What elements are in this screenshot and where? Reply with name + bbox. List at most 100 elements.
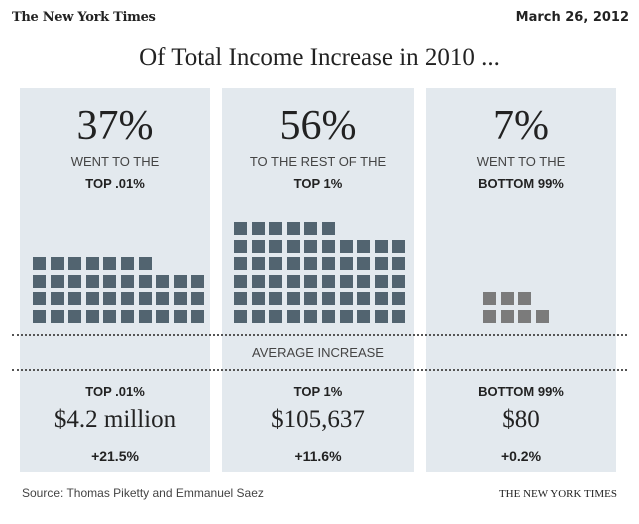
waffle-square [286, 222, 300, 235]
waffle-square [339, 257, 353, 271]
waffle-square [33, 292, 46, 306]
waffle-grid [222, 88, 414, 472]
average-increase-label: AVERAGE INCREASE [252, 345, 384, 360]
waffle-square [50, 292, 64, 306]
chart-title: Of Total Income Increase in 2010 ... [139, 44, 500, 71]
waffle-square [121, 292, 134, 306]
waffle-square [357, 292, 371, 306]
change-value: +21.5% [91, 448, 139, 464]
waffle-square [50, 274, 64, 288]
waffle-square [33, 257, 46, 271]
waffle-square [392, 257, 406, 271]
waffle-square [339, 239, 353, 253]
waffle-square [68, 274, 82, 288]
label-line2: TOP 1% [293, 176, 343, 191]
waffle-square [304, 239, 318, 253]
waffle-square [304, 222, 318, 235]
waffle-square [68, 310, 82, 323]
waffle-square [103, 274, 117, 288]
waffle-square [121, 310, 134, 323]
label-line1: WENT TO THE [70, 154, 160, 169]
waffle-square [251, 222, 265, 235]
label-line1: TO THE REST OF THE [249, 154, 387, 169]
waffle-square [33, 310, 46, 323]
waffle-square [304, 292, 318, 306]
waffle-square [50, 257, 64, 271]
average-value: $4.2 million [53, 406, 177, 433]
waffle-square [322, 274, 335, 288]
source-note: Source: Thomas Piketty and Emmanuel Saez [22, 486, 264, 500]
group-label: TOP 1% [293, 384, 343, 399]
waffle-square [374, 239, 388, 253]
label-line2: TOP .01% [85, 176, 145, 191]
waffle-square [286, 310, 300, 323]
waffle-square [251, 292, 265, 306]
waffle-square [121, 274, 134, 288]
waffle-square [374, 274, 388, 288]
waffle-square [33, 274, 46, 288]
divider-dotted [12, 369, 627, 371]
waffle-square [322, 239, 335, 253]
waffle-square [322, 257, 335, 271]
waffle-square [68, 257, 82, 271]
waffle-grid [426, 88, 616, 472]
waffle-square [251, 239, 265, 253]
waffle-square [339, 310, 353, 323]
waffle-square [500, 310, 514, 323]
waffle-square [322, 310, 335, 323]
waffle-square [304, 257, 318, 271]
waffle-square [286, 292, 300, 306]
waffle-square [191, 292, 205, 306]
waffle-square [518, 310, 532, 323]
waffle-square [518, 292, 532, 306]
waffle-square [483, 292, 496, 306]
waffle-square [103, 292, 117, 306]
waffle-square [339, 292, 353, 306]
waffle-square [269, 222, 283, 235]
waffle-square [304, 274, 318, 288]
waffle-square [103, 257, 117, 271]
waffle-square [357, 274, 371, 288]
group-label: BOTTOM 99% [478, 384, 564, 399]
waffle-square [392, 239, 406, 253]
waffle-square [103, 310, 117, 323]
waffle-square [269, 257, 283, 271]
waffle-square [286, 274, 300, 288]
percent: 56% [279, 103, 357, 149]
average-value: $80 [502, 406, 540, 433]
waffle-square [374, 310, 388, 323]
waffle-square [269, 292, 283, 306]
waffle-square [173, 274, 187, 288]
waffle-square [392, 292, 406, 306]
waffle-square [392, 274, 406, 288]
waffle-square [85, 274, 99, 288]
waffle-square [304, 310, 318, 323]
waffle-square [392, 310, 406, 323]
waffle-square [483, 310, 496, 323]
panel-bottom-99: 7% WENT TO THE BOTTOM 99% BOTTOM 99% $80… [426, 88, 616, 472]
waffle-square [251, 257, 265, 271]
waffle-square [191, 274, 205, 288]
waffle-square [269, 274, 283, 288]
waffle-square [156, 310, 170, 323]
waffle-square [269, 239, 283, 253]
waffle-square [374, 257, 388, 271]
waffle-square [251, 274, 265, 288]
waffle-square [173, 292, 187, 306]
divider-dotted [12, 334, 627, 336]
average-value: $105,637 [271, 406, 365, 433]
waffle-square [286, 257, 300, 271]
waffle-square [234, 292, 247, 306]
percent: 7% [493, 103, 549, 149]
waffle-square [357, 239, 371, 253]
group-label: TOP .01% [85, 384, 145, 399]
waffle-square [191, 310, 205, 323]
waffle-square [138, 310, 152, 323]
waffle-square [357, 257, 371, 271]
date: March 26, 2012 [515, 10, 629, 25]
waffle-square [85, 292, 99, 306]
change-value: +0.2% [500, 448, 542, 464]
waffle-square [138, 257, 152, 271]
waffle-square [535, 310, 549, 323]
waffle-square [322, 222, 335, 235]
